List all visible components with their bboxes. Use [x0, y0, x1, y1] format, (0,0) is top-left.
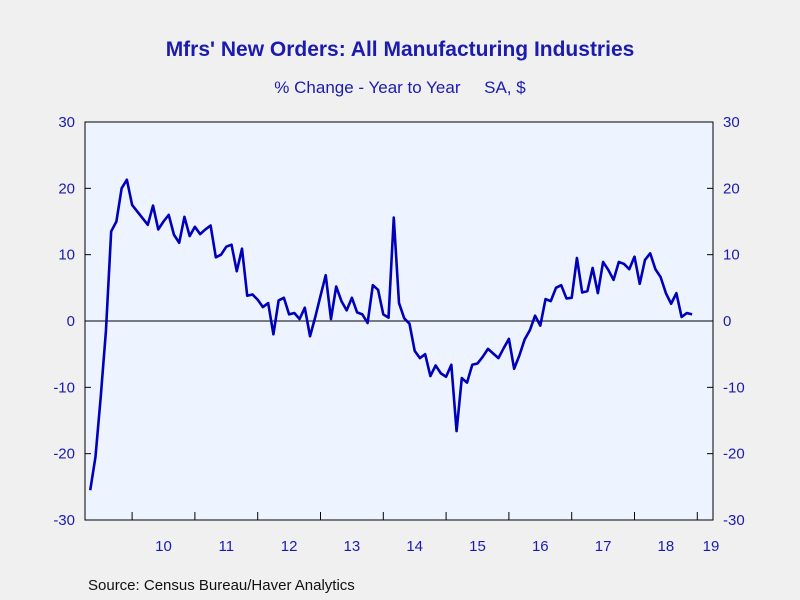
x-tick-label: 15: [469, 538, 486, 555]
x-tick-label: 16: [532, 538, 549, 555]
y-tick-label-right: -30: [723, 512, 745, 529]
x-tick-label: 17: [595, 538, 612, 555]
x-tick-label: 14: [406, 538, 423, 555]
chart-subtitle: % Change - Year to Year SA, $: [274, 78, 526, 97]
y-tick-label-left: -20: [53, 446, 75, 463]
y-tick-label-left: -10: [53, 379, 75, 396]
x-tick-label: 10: [155, 538, 172, 555]
x-tick-label: 12: [281, 538, 298, 555]
y-tick-label-right: 20: [723, 180, 740, 197]
x-tick-label: 19: [703, 538, 720, 555]
y-tick-label-right: -10: [723, 379, 745, 396]
y-tick-label-left: 0: [67, 313, 75, 330]
plot-frame: [84, 121, 714, 521]
series-line-0: [88, 178, 693, 491]
y-tick-label-right: 30: [723, 114, 740, 131]
x-tick-label: 13: [344, 538, 361, 555]
x-tick-label: 18: [658, 538, 675, 555]
chart-title: Mfrs' New Orders: All Manufacturing Indu…: [165, 38, 635, 61]
y-tick-label-left: 10: [58, 247, 75, 264]
y-tick-label-right: -20: [723, 446, 745, 463]
y-tick-label-right: 0: [723, 313, 731, 330]
source-note: Source: Census Bureau/Haver Analytics: [88, 577, 355, 594]
y-tick-label-left: 20: [58, 180, 75, 197]
y-tick-label-right: 10: [723, 247, 740, 264]
y-tick-label-left: 30: [58, 114, 75, 131]
x-tick-label: 11: [219, 538, 235, 555]
y-tick-label-left: -30: [53, 512, 75, 529]
